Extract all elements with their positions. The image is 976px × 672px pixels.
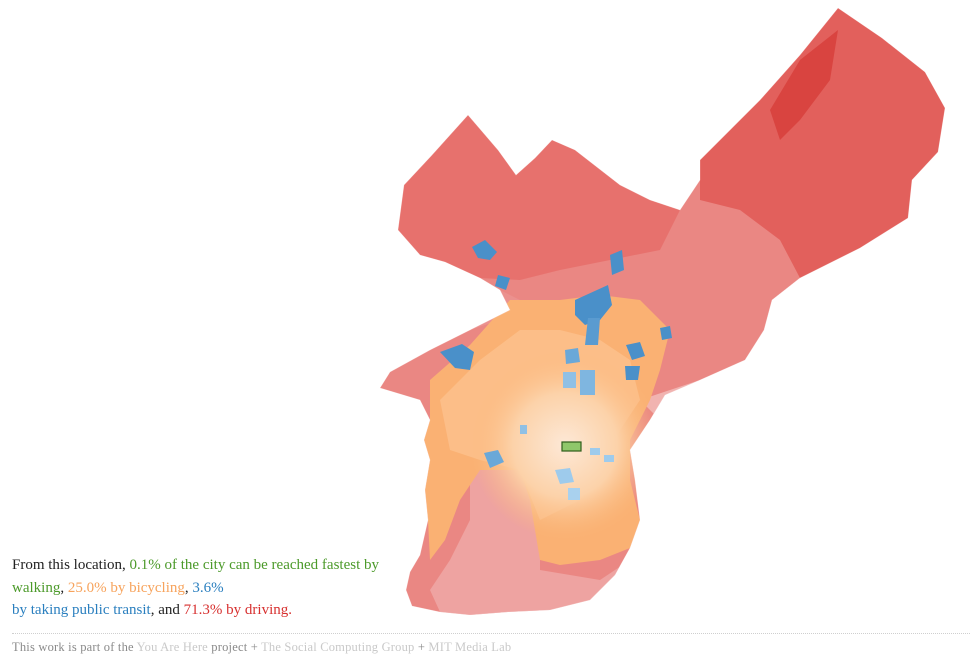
bike-percent: 25.0% [67, 579, 107, 596]
transit-text: by taking public transit [12, 602, 151, 618]
drive-percent: 71.3% [183, 602, 223, 618]
footer-prefix: This work is part of the [12, 640, 134, 654]
separator: , [184, 579, 189, 596]
separator: , [60, 579, 65, 596]
social-computing-group-link[interactable]: The Social Computing Group [261, 640, 415, 654]
selected-location-marker[interactable] [561, 441, 582, 452]
footer-plus: + [250, 640, 258, 654]
driving-region-northeast [700, 8, 945, 278]
footer: This work is part of the You Are Here pr… [12, 640, 511, 655]
driving-region-southwest [430, 470, 630, 615]
walk-text: of the city can be reached fastest by wa… [12, 557, 379, 596]
bike-text: by bicycling [110, 579, 185, 596]
footer-project-word: project [211, 640, 248, 654]
footer-plus: + [417, 640, 426, 654]
walk-percent: 0.1% [129, 557, 161, 573]
transit-percent: 3.6% [192, 579, 224, 596]
driving-region-dark [770, 30, 838, 140]
driving-region-northwest [398, 115, 680, 280]
summary-lead: From this location, [12, 557, 126, 573]
mode-share-summary: From this location, 0.1% of the city can… [12, 554, 382, 622]
transit-tracts [440, 240, 672, 500]
separator: , and [150, 602, 180, 618]
footer-divider [12, 633, 970, 634]
drive-text: by driving. [226, 602, 292, 618]
mit-media-lab-link[interactable]: MIT Media Lab [428, 640, 512, 654]
you-are-here-link[interactable]: You Are Here [136, 640, 208, 654]
tract-layer [380, 8, 945, 615]
